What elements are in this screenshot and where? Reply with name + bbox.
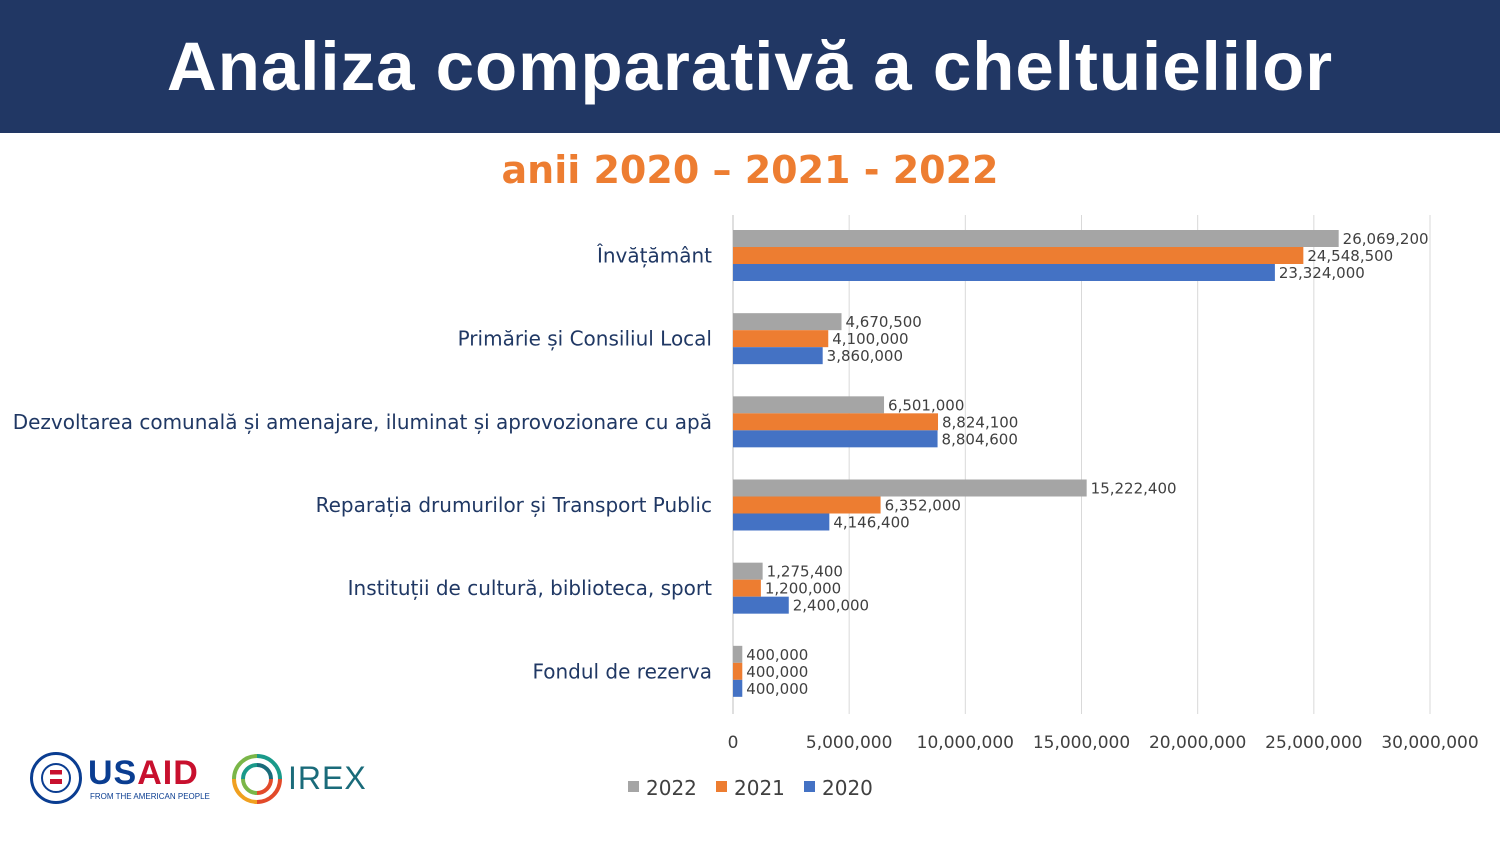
data-label: 8,804,600 [942,430,1018,448]
bar-2022 [733,396,885,414]
data-label: 26,069,200 [1343,230,1429,248]
legend-label-2022: 2022 [646,776,697,800]
data-label: 1,275,400 [767,563,843,581]
data-label: 3,860,000 [827,347,903,365]
bar-2021 [733,496,881,514]
bar-2020 [733,430,938,448]
x-tick-label: 10,000,000 [917,733,1014,753]
bar-2020 [733,264,1275,281]
bar-2022 [733,645,743,663]
category-label: Învățământ [596,244,712,268]
bar-2020 [733,596,789,614]
data-label: 4,670,500 [846,313,922,331]
bar-2021 [733,579,761,597]
data-label: 2,400,000 [793,597,869,615]
usaid-seal-icon [30,752,82,804]
data-label: 400,000 [746,646,808,664]
x-tick-label: 0 [728,733,739,753]
x-tick-label: 5,000,000 [806,733,893,753]
usaid-tagline: FROM THE AMERICAN PEOPLE [90,792,210,801]
page-title: Analiza comparativă a cheltuielilor [166,28,1334,105]
data-label: 8,824,100 [942,413,1018,431]
bar-2021 [733,413,939,431]
x-tick-label: 20,000,000 [1149,733,1246,753]
legend-swatch-2021 [716,781,727,792]
category-label: Primărie și Consiliul Local [458,327,712,351]
irex-mark-icon [232,754,282,804]
data-label: 6,501,000 [888,396,964,414]
usaid-logo-us: US [88,754,138,792]
data-label: 6,352,000 [885,497,961,515]
category-label: Fondul de rezerva [532,659,712,683]
data-label: 15,222,400 [1091,480,1177,498]
bar-2022 [733,479,1087,497]
legend-swatch-2020 [804,781,815,792]
data-label: 400,000 [746,680,808,698]
bar-2020 [733,679,743,697]
category-label: Instituții de cultură, biblioteca, sport [348,576,713,600]
value-labels: 26,069,20024,548,50023,324,0004,670,5004… [746,230,1428,698]
x-tick-label: 25,000,000 [1265,733,1362,753]
category-label: Reparația drumurilor și Transport Public [316,493,712,517]
data-label: 400,000 [746,663,808,681]
data-label: 1,200,000 [765,580,841,598]
bar-2021 [733,662,743,680]
data-label: 4,100,000 [832,330,908,348]
legend-swatch-2022 [628,781,639,792]
x-tick-label: 30,000,000 [1381,733,1478,753]
bar-2021 [733,330,829,348]
bar-2020 [733,347,823,365]
bar-2020 [733,513,830,531]
data-label: 4,146,400 [833,514,909,532]
usaid-logo-aid: AID [137,754,199,792]
legend-label-2021: 2021 [734,776,785,800]
x-tick-label: 15,000,000 [1033,733,1130,753]
irex-logo: IREX [288,760,367,796]
usaid-logo: USAID [88,754,199,793]
chart-bars [733,230,1339,697]
data-label: 23,324,000 [1279,264,1365,282]
chart-subtitle: anii 2020 – 2021 - 2022 [501,148,999,192]
title-banner: Analiza comparativă a cheltuielilor [0,0,1500,133]
category-labels: Învățământ Primărie și Consiliul Local Dez… [13,244,712,684]
data-label: 24,548,500 [1307,247,1393,265]
chart-legend: 2022 2021 2020 [628,776,873,800]
bar-2022 [733,230,1339,247]
bar-2022 [733,562,763,580]
legend-label-2020: 2020 [822,776,873,800]
category-label: Dezvoltarea comunală și amenajare, ilumi… [13,410,712,434]
bar-2022 [733,313,842,331]
x-axis-ticks: 0 5,000,000 10,000,000 15,000,000 20,000,000… [728,733,1479,753]
chart-gridlines [732,215,1431,714]
bar-2021 [733,247,1304,264]
